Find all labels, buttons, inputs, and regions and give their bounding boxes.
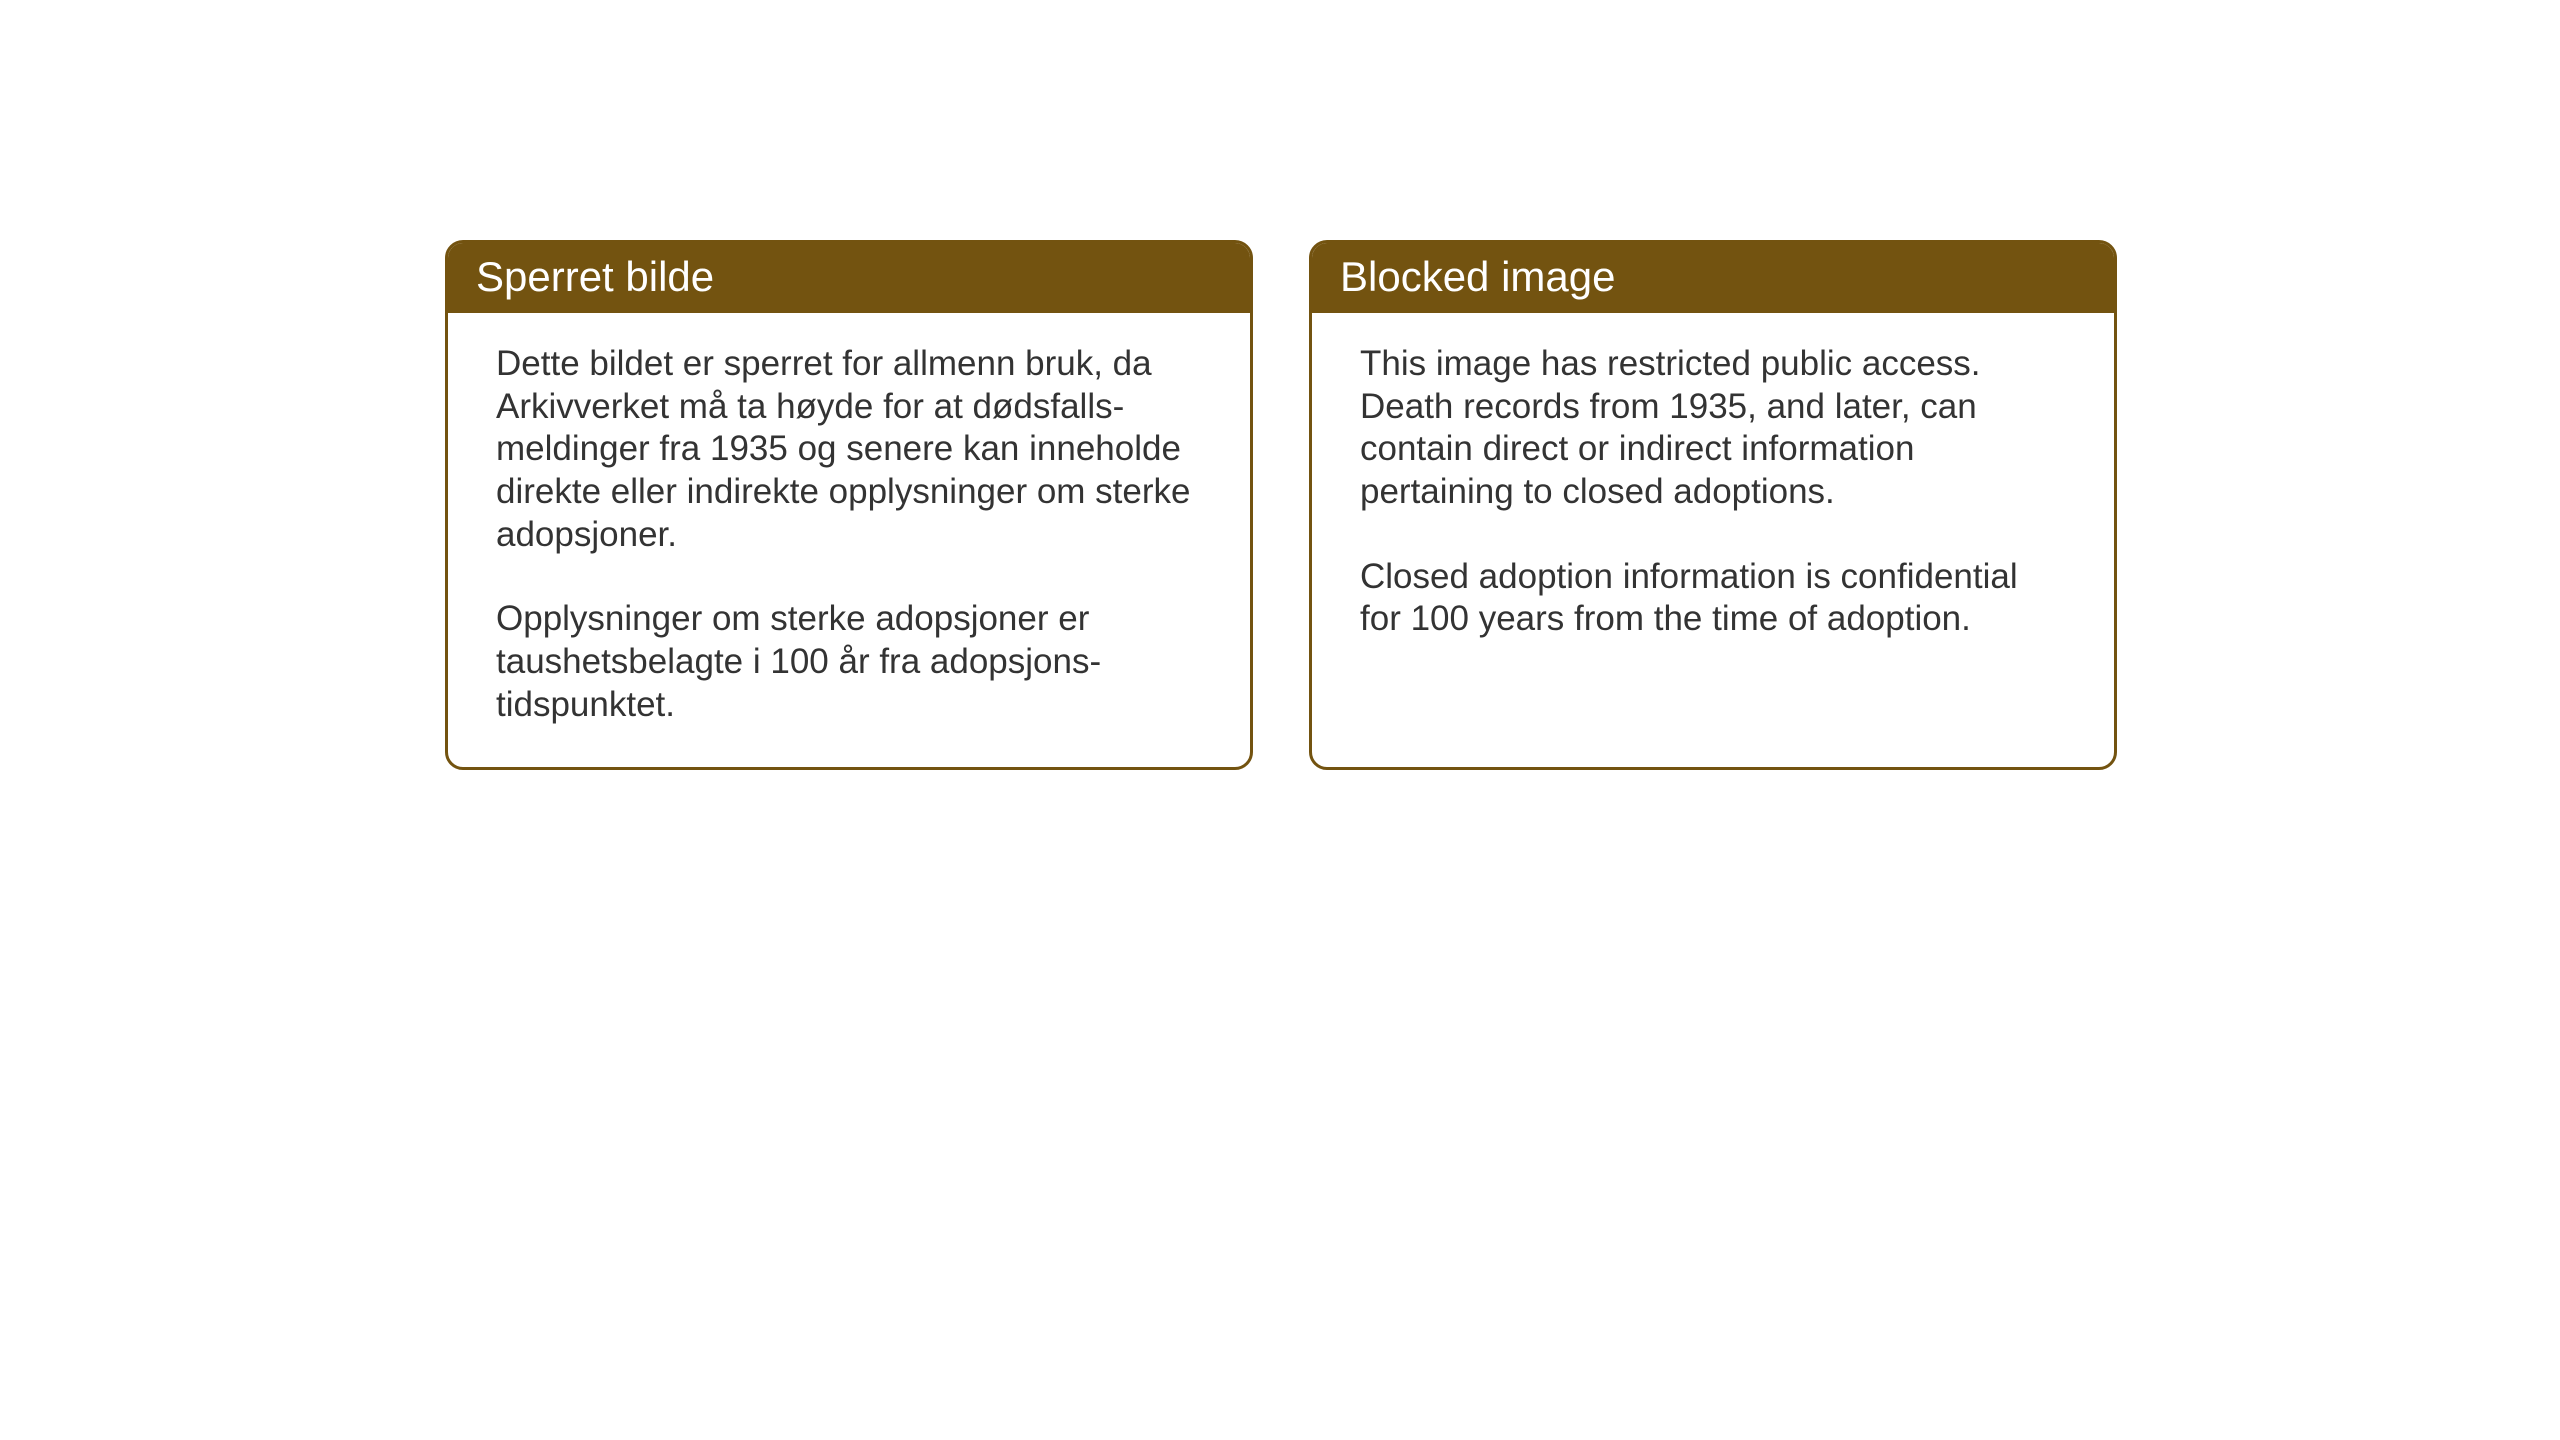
- card-title-english: Blocked image: [1340, 253, 1615, 300]
- notice-card-english: Blocked image This image has restricted …: [1309, 240, 2117, 770]
- card-paragraph-1-norwegian: Dette bildet er sperret for allmenn bruk…: [496, 343, 1202, 556]
- card-title-norwegian: Sperret bilde: [476, 253, 714, 300]
- card-body-norwegian: Dette bildet er sperret for allmenn bruk…: [448, 313, 1250, 767]
- card-paragraph-2-norwegian: Opplysninger om sterke adopsjoner er tau…: [496, 598, 1202, 726]
- notice-card-norwegian: Sperret bilde Dette bildet er sperret fo…: [445, 240, 1253, 770]
- card-header-english: Blocked image: [1312, 243, 2114, 313]
- notice-cards-container: Sperret bilde Dette bildet er sperret fo…: [445, 240, 2117, 770]
- card-body-english: This image has restricted public access.…: [1312, 313, 2114, 681]
- card-paragraph-2-english: Closed adoption information is confident…: [1360, 556, 2066, 641]
- card-paragraph-1-english: This image has restricted public access.…: [1360, 343, 2066, 514]
- card-header-norwegian: Sperret bilde: [448, 243, 1250, 313]
